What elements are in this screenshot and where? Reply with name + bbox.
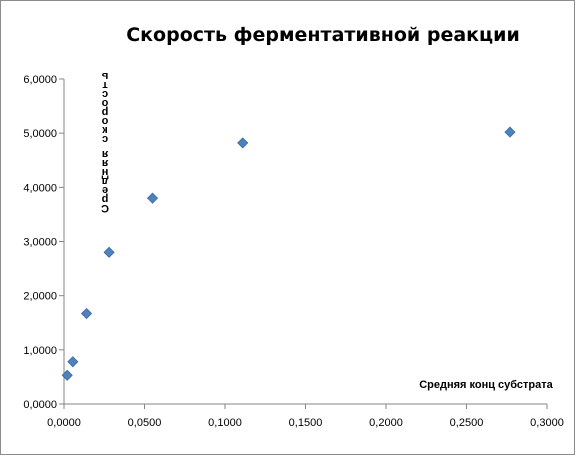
y-tick-label: 6,0000 bbox=[23, 74, 57, 86]
y-axis-label-char: д bbox=[101, 175, 108, 187]
y-tick-label: 3,0000 bbox=[23, 237, 57, 249]
x-tick-label: 0,3000 bbox=[530, 417, 564, 429]
data-points bbox=[61, 126, 516, 381]
data-point bbox=[67, 356, 79, 368]
data-point bbox=[237, 137, 249, 149]
data-point bbox=[80, 307, 93, 320]
y-tick-label: 2,0000 bbox=[23, 291, 57, 303]
data-point bbox=[61, 369, 73, 381]
y-tick-label: 4,0000 bbox=[23, 182, 57, 194]
data-point bbox=[504, 126, 516, 138]
y-tick-label: 1,0000 bbox=[23, 345, 57, 357]
y-tick-label: 0,0000 bbox=[23, 399, 57, 411]
y-axis-label-char: ь bbox=[101, 70, 108, 82]
x-axis-ticks: 0,0000 0,0500 0,1000 0,1500 0,2000 0,2500 0,30… bbox=[47, 404, 564, 429]
data-point bbox=[103, 246, 115, 258]
x-tick-label: 0,1000 bbox=[208, 417, 242, 429]
x-axis-label: Средняя конц субстрата bbox=[419, 379, 553, 391]
y-axis-label-char: с bbox=[102, 88, 108, 100]
data-point bbox=[146, 192, 159, 204]
y-axis-label-char: р bbox=[101, 193, 108, 205]
y-axis-label-char: т bbox=[102, 79, 108, 91]
chart-title: Скорость ферментативной реакции bbox=[126, 24, 520, 46]
x-tick-label: 0,0000 bbox=[47, 417, 81, 429]
y-axis-label-char: р bbox=[101, 106, 108, 118]
y-axis-label-char: е bbox=[102, 184, 108, 196]
x-tick-label: 0,0500 bbox=[128, 417, 162, 429]
y-axis-label-char: о bbox=[101, 97, 108, 109]
y-axis-label-char: с bbox=[102, 133, 108, 145]
y-axis-label-char: н bbox=[102, 166, 109, 178]
y-axis-ticks: 0,0000 1,0000 2,0000 3,0000 4,0000 5,0000 6,00… bbox=[23, 74, 64, 411]
x-tick-label: 0,1500 bbox=[289, 417, 323, 429]
x-tick-label: 0,2500 bbox=[450, 417, 484, 429]
y-tick-label: 5,0000 bbox=[23, 128, 57, 140]
y-axis-label-char: о bbox=[101, 115, 108, 127]
x-tick-label: 0,2000 bbox=[369, 417, 403, 429]
y-axis-label-char: я bbox=[102, 148, 108, 160]
y-axis-label-char: к bbox=[102, 124, 108, 136]
y-axis-label-char: С bbox=[101, 202, 109, 214]
y-axis-label-char: я bbox=[102, 157, 108, 169]
